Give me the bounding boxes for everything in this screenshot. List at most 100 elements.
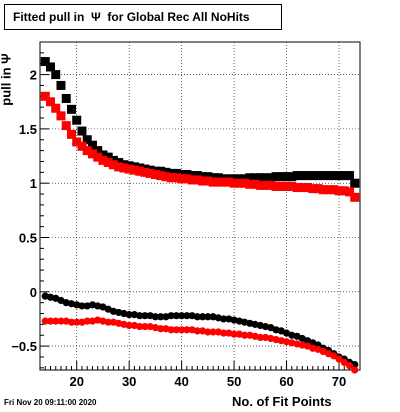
data-point [178, 312, 186, 320]
data-point [51, 70, 61, 80]
data-point [161, 172, 171, 182]
data-point [350, 178, 360, 188]
data-point [45, 62, 55, 72]
data-point [229, 178, 239, 188]
data-point [73, 318, 81, 326]
y-tick-label: 0 [30, 285, 37, 300]
x-tick-label: 40 [174, 374, 188, 389]
data-point [41, 317, 49, 325]
y-tick-label: 1.5 [19, 122, 37, 137]
data-point [250, 173, 260, 183]
y-tick-label: −0.5 [11, 339, 37, 354]
data-point [72, 115, 82, 125]
data-point [345, 362, 354, 370]
data-point [303, 171, 313, 181]
data-point [182, 174, 192, 184]
data-point [234, 178, 244, 188]
data-point [183, 326, 191, 334]
data-point [172, 326, 180, 334]
data-point [255, 173, 265, 183]
x-tick-label: 20 [69, 374, 83, 389]
data-point [204, 313, 212, 321]
data-point [114, 162, 124, 172]
data-point [119, 163, 129, 173]
data-point [103, 152, 113, 162]
data-point [271, 172, 281, 182]
data-point [40, 91, 50, 101]
data-point [266, 180, 276, 190]
data-point [324, 171, 334, 181]
data-point [98, 150, 108, 160]
data-point [261, 173, 271, 183]
plot-frame [39, 41, 361, 371]
data-point [178, 326, 186, 334]
data-point [56, 111, 66, 121]
data-point [124, 164, 134, 174]
data-point [313, 171, 323, 181]
data-point [166, 173, 176, 183]
data-point [224, 177, 234, 187]
data-point [171, 173, 181, 183]
data-point [266, 173, 276, 183]
data-point [287, 172, 297, 182]
data-point [172, 312, 180, 320]
data-point [167, 326, 175, 334]
y-axis-label: pull in Ψ [0, 53, 14, 106]
data-point [193, 327, 201, 335]
series-0 [40, 57, 360, 188]
x-axis-label: No. of Fit Points [232, 394, 332, 409]
y-tick-label: 0.5 [19, 230, 37, 245]
data-point [140, 167, 150, 177]
timestamp: Fri Nov 20 09:11:00 2020 [4, 398, 97, 407]
data-point [250, 179, 260, 189]
data-point [103, 158, 113, 168]
data-point [157, 313, 165, 321]
data-point [276, 172, 286, 182]
data-point [187, 175, 197, 185]
data-point [177, 174, 187, 184]
data-point [209, 328, 217, 336]
data-point [66, 129, 76, 139]
data-point [93, 152, 103, 162]
data-point [308, 171, 318, 181]
data-point [46, 317, 55, 325]
data-point [67, 318, 76, 326]
data-point [51, 103, 61, 113]
data-point [136, 312, 144, 320]
data-point [203, 176, 213, 186]
data-point [208, 177, 218, 187]
data-point [57, 317, 65, 325]
data-point [151, 313, 160, 321]
data-point [230, 330, 238, 338]
data-point [213, 177, 223, 187]
data-point [245, 173, 255, 183]
data-point [204, 328, 212, 336]
data-point [72, 137, 82, 147]
data-point [77, 126, 87, 136]
tick-labels: 20 30 40 50 60 70 −0.5 0 0.5 1 1.5 2 [11, 68, 346, 389]
data-point [141, 322, 149, 331]
data-point [157, 325, 165, 333]
data-point [45, 97, 55, 107]
data-point [240, 178, 250, 188]
data-point [78, 302, 86, 310]
y-axis-label-box: pull in Ψ [0, 42, 22, 122]
data-point [245, 179, 255, 189]
x-tick-label: 70 [332, 374, 346, 389]
data-point [66, 104, 76, 114]
data-point [108, 160, 118, 170]
data-point [141, 312, 149, 320]
data-point [261, 180, 271, 190]
data-point [240, 331, 249, 339]
data-point [183, 312, 191, 320]
data-point [52, 317, 60, 325]
data-point [256, 333, 264, 342]
data-point [318, 171, 328, 181]
series-2 [41, 292, 359, 369]
data-point [98, 155, 108, 165]
data-point [282, 181, 292, 191]
data-point [129, 165, 139, 175]
data-point [61, 121, 71, 131]
data-point [339, 186, 349, 196]
